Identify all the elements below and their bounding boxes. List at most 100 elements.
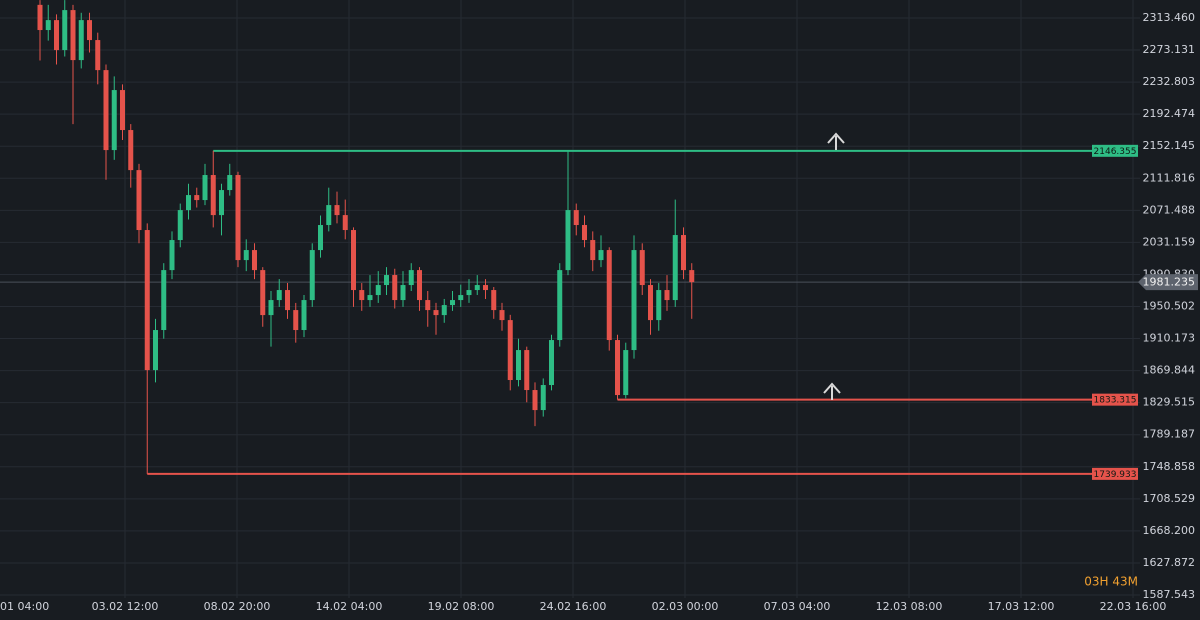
- y-tick-label: 1869.844: [1143, 364, 1196, 377]
- x-tick-label: 19.02 08:00: [428, 600, 495, 613]
- candle-body: [491, 290, 497, 311]
- level-label: 1833.315: [1094, 396, 1137, 406]
- candle-body: [400, 285, 406, 301]
- candle-body: [111, 90, 117, 151]
- candle-body: [293, 310, 299, 331]
- candle-body: [169, 240, 175, 271]
- alert-arrow[interactable]: [823, 132, 845, 400]
- candle-body: [598, 250, 604, 261]
- y-tick-label: 1708.529: [1143, 492, 1196, 505]
- candle-body: [342, 215, 348, 231]
- candle-body: [276, 290, 282, 301]
- candle-body: [417, 270, 422, 301]
- x-tick-label: 03.02 12:00: [92, 600, 159, 613]
- candle-body: [499, 310, 505, 321]
- current-price-label: 1981.235: [1143, 276, 1196, 289]
- candle-body: [227, 175, 233, 191]
- y-tick-label: 2152.145: [1143, 139, 1196, 152]
- candles: [37, 0, 695, 474]
- candle-body: [672, 235, 678, 301]
- candle-body: [194, 195, 200, 201]
- candle-body: [573, 210, 579, 226]
- x-tick-label: 01 04:00: [0, 600, 49, 613]
- candle-body: [483, 285, 488, 291]
- candle-body: [128, 130, 134, 171]
- level-tag: [1092, 467, 1138, 480]
- candle-body: [532, 390, 538, 411]
- candle-body: [623, 350, 629, 396]
- candle-body: [384, 275, 389, 286]
- candle-body: [301, 300, 307, 331]
- x-tick-label: 24.02 16:00: [540, 600, 607, 613]
- y-tick-label: 1748.858: [1143, 460, 1196, 473]
- y-tick-label: 1789.187: [1143, 428, 1196, 441]
- candle-body: [326, 205, 332, 226]
- candle-body: [425, 300, 431, 311]
- y-tick-label: 1587.543: [1143, 588, 1196, 601]
- y-tick-label: 1950.502: [1143, 299, 1196, 312]
- candle-body: [681, 235, 686, 271]
- candle-body: [458, 295, 464, 301]
- candle-body: [37, 4, 43, 31]
- level-label: 2146.355: [1094, 147, 1137, 157]
- level-label: 1739.933: [1094, 470, 1137, 480]
- candle-body: [656, 290, 662, 321]
- arrow-icon: [823, 382, 841, 400]
- candle-body: [87, 20, 92, 41]
- candle-body: [103, 70, 109, 151]
- candle-body: [268, 300, 274, 316]
- candle-body: [202, 175, 208, 201]
- candle-body: [210, 175, 216, 216]
- y-tick-label: 2273.131: [1143, 43, 1196, 56]
- candle-body: [351, 230, 356, 291]
- candle-body: [136, 170, 142, 231]
- candle-body: [557, 270, 563, 341]
- candle-body: [45, 20, 51, 31]
- candle-body: [474, 285, 480, 291]
- y-tick-label: 1910.173: [1143, 332, 1196, 345]
- candle-body: [334, 205, 340, 216]
- x-tick-label: 02.03 00:00: [652, 600, 719, 613]
- candle-body: [120, 90, 125, 131]
- x-tick-label: 22.03 16:00: [1100, 600, 1167, 613]
- candle-body: [664, 290, 670, 301]
- candle-body: [524, 350, 530, 391]
- candle-body: [375, 285, 381, 296]
- candle-body: [252, 250, 257, 271]
- candle-body: [186, 195, 191, 211]
- y-tick-label: 1829.515: [1143, 396, 1196, 409]
- candle-body: [309, 250, 315, 301]
- y-tick-label: 2313.460: [1143, 11, 1196, 24]
- axes: 2313.460 2273.131 2232.803 2192.474 2152.145…: [0, 11, 1198, 613]
- candle-body: [540, 385, 546, 411]
- y-tick-label: 2232.803: [1143, 75, 1196, 88]
- y-tick-label: 1668.200: [1143, 524, 1196, 537]
- candle-body: [62, 10, 68, 51]
- candle-body: [70, 10, 76, 61]
- x-tick-label: 17.03 12:00: [988, 600, 1055, 613]
- candle-body: [153, 330, 158, 371]
- candle-body: [516, 350, 521, 381]
- candle-body: [507, 320, 513, 381]
- x-tick-label: 08.02 20:00: [204, 600, 271, 613]
- candle-body: [161, 270, 167, 331]
- candle-body: [177, 210, 183, 241]
- candle-body: [54, 20, 59, 51]
- candle-body: [144, 230, 150, 371]
- candle-body: [450, 300, 455, 306]
- level-tag: [1092, 144, 1138, 157]
- candle-body: [318, 225, 323, 251]
- arrow-icon: [827, 132, 845, 150]
- levels: 2146.355 1833.315 1739.933: [0, 144, 1140, 480]
- candle-body: [359, 290, 365, 301]
- candle-body: [408, 270, 414, 286]
- candle-body: [549, 340, 554, 386]
- candle-body: [78, 20, 84, 61]
- candle-body: [631, 250, 637, 351]
- x-tick-label: 14.02 04:00: [316, 600, 383, 613]
- candle-body: [606, 250, 612, 341]
- level-tag: [1092, 393, 1138, 406]
- candle-body: [433, 310, 439, 316]
